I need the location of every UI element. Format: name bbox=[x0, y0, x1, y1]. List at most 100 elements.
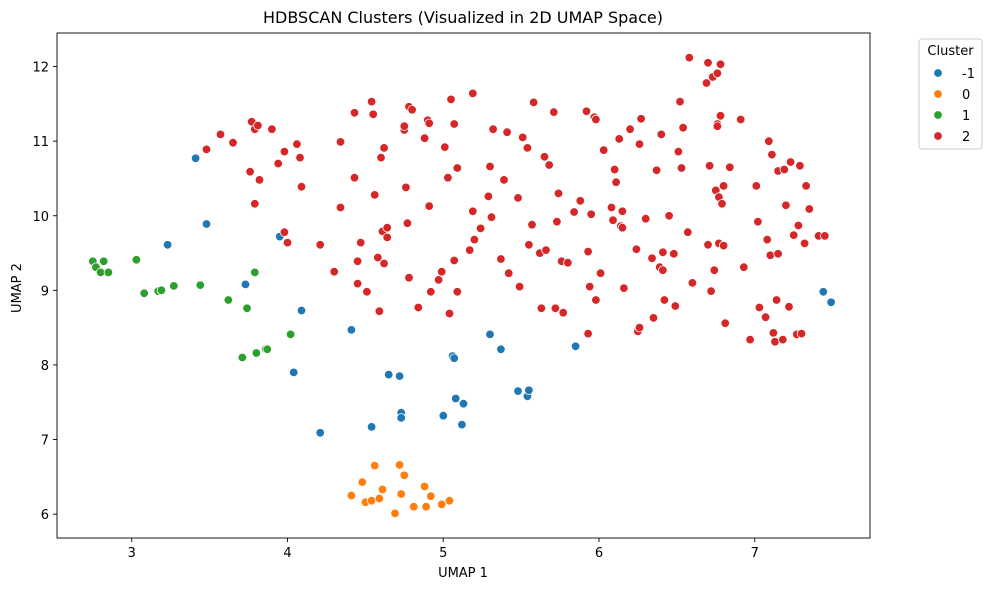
point-2-7 bbox=[250, 199, 260, 209]
point-1-13 bbox=[242, 303, 252, 314]
point-2-87 bbox=[550, 303, 561, 314]
point-2-75 bbox=[514, 281, 525, 292]
point--1-2 bbox=[162, 240, 173, 250]
y-tick-label: 6 bbox=[41, 508, 49, 523]
point-2-109 bbox=[614, 134, 624, 144]
point-2-92 bbox=[563, 258, 573, 268]
point-2-48 bbox=[424, 118, 434, 129]
point-2-111 bbox=[617, 222, 628, 233]
point-2-54 bbox=[443, 172, 453, 183]
point-2-57 bbox=[449, 255, 459, 266]
point-2-177 bbox=[784, 302, 794, 312]
point-1-12 bbox=[237, 352, 248, 363]
point-2-130 bbox=[669, 249, 679, 259]
point-2-59 bbox=[452, 163, 463, 173]
point-2-60 bbox=[452, 287, 463, 297]
point-2-74 bbox=[513, 193, 523, 203]
point-2-25 bbox=[356, 237, 366, 248]
point-2-29 bbox=[370, 190, 380, 200]
x-axis-label: UMAP 1 bbox=[438, 566, 488, 581]
point--1-21 bbox=[496, 344, 506, 355]
y-tick-label: 9 bbox=[41, 284, 49, 299]
point-2-95 bbox=[581, 106, 592, 117]
point-2-188 bbox=[793, 220, 804, 231]
point-0-12 bbox=[419, 481, 430, 492]
point-2-120 bbox=[641, 213, 651, 224]
point-2-145 bbox=[709, 265, 720, 275]
point-2-98 bbox=[586, 209, 596, 220]
point--1-13 bbox=[396, 413, 406, 423]
point-2-175 bbox=[778, 334, 788, 345]
series-2 bbox=[201, 52, 830, 347]
point-2-17 bbox=[315, 240, 325, 250]
point--1-3 bbox=[240, 279, 251, 290]
point--1-19 bbox=[458, 399, 469, 409]
point-2-85 bbox=[544, 160, 554, 170]
point-2-62 bbox=[468, 88, 478, 99]
point-2-15 bbox=[295, 152, 305, 163]
point-2-151 bbox=[715, 59, 726, 70]
point-2-140 bbox=[703, 58, 713, 68]
point-2-179 bbox=[789, 230, 799, 240]
point-2-64 bbox=[469, 234, 480, 245]
point-2-121 bbox=[647, 253, 657, 263]
y-tick-label: 12 bbox=[32, 61, 49, 76]
point-2-79 bbox=[528, 97, 539, 108]
point-2-6 bbox=[253, 120, 263, 131]
point-2-11 bbox=[279, 146, 290, 157]
point-1-14 bbox=[250, 267, 260, 278]
point-1-17 bbox=[262, 344, 273, 355]
point-2-103 bbox=[599, 145, 609, 155]
point-2-161 bbox=[745, 334, 755, 345]
point-1-11 bbox=[223, 295, 234, 305]
point-2-19 bbox=[335, 202, 346, 213]
point-2-164 bbox=[754, 302, 765, 313]
point-2-26 bbox=[362, 287, 372, 297]
point-1-2 bbox=[95, 267, 106, 278]
point-2-32 bbox=[376, 152, 386, 163]
point--1-1 bbox=[201, 219, 212, 229]
point--1-0 bbox=[190, 153, 201, 164]
point-0-10 bbox=[399, 470, 410, 481]
point-2-158 bbox=[725, 162, 735, 173]
legend-label-1: 1 bbox=[962, 109, 970, 124]
point-0-7 bbox=[390, 508, 400, 519]
point-1-6 bbox=[139, 288, 149, 299]
point-0-14 bbox=[426, 491, 436, 501]
series-1 bbox=[88, 255, 296, 363]
point-2-84 bbox=[541, 245, 551, 255]
point--1-18 bbox=[457, 419, 467, 430]
point-2-88 bbox=[552, 216, 562, 227]
point--1-6 bbox=[346, 325, 357, 335]
point-1-10 bbox=[195, 280, 206, 290]
point-2-80 bbox=[527, 219, 537, 230]
point-0-16 bbox=[444, 496, 455, 506]
point--1-25 bbox=[570, 341, 581, 352]
point-2-117 bbox=[634, 322, 645, 333]
point-2-123 bbox=[651, 165, 662, 176]
legend-title: Cluster bbox=[927, 44, 974, 59]
point-2-114 bbox=[625, 124, 635, 134]
point-2-83 bbox=[539, 152, 550, 162]
point-2-166 bbox=[764, 136, 774, 146]
point-2-91 bbox=[558, 308, 568, 318]
point-2-112 bbox=[617, 206, 628, 217]
point-2-21 bbox=[349, 108, 360, 118]
point-1-8 bbox=[156, 285, 167, 296]
point-2-184 bbox=[801, 181, 811, 191]
point-2-52 bbox=[437, 267, 447, 277]
point-2-36 bbox=[382, 222, 392, 233]
point-2-173 bbox=[773, 249, 783, 259]
point-2-178 bbox=[785, 157, 796, 167]
point-2-2 bbox=[228, 137, 238, 148]
point-2-149 bbox=[712, 121, 723, 131]
point-2-73 bbox=[504, 268, 514, 278]
point-2-132 bbox=[673, 146, 684, 157]
point-2-72 bbox=[502, 127, 512, 137]
point-0-3 bbox=[366, 496, 377, 506]
point-2-18 bbox=[329, 267, 339, 277]
point-2-3 bbox=[245, 166, 255, 177]
point-2-167 bbox=[762, 234, 772, 245]
point-2-34 bbox=[379, 143, 389, 153]
point-2-127 bbox=[658, 247, 668, 258]
